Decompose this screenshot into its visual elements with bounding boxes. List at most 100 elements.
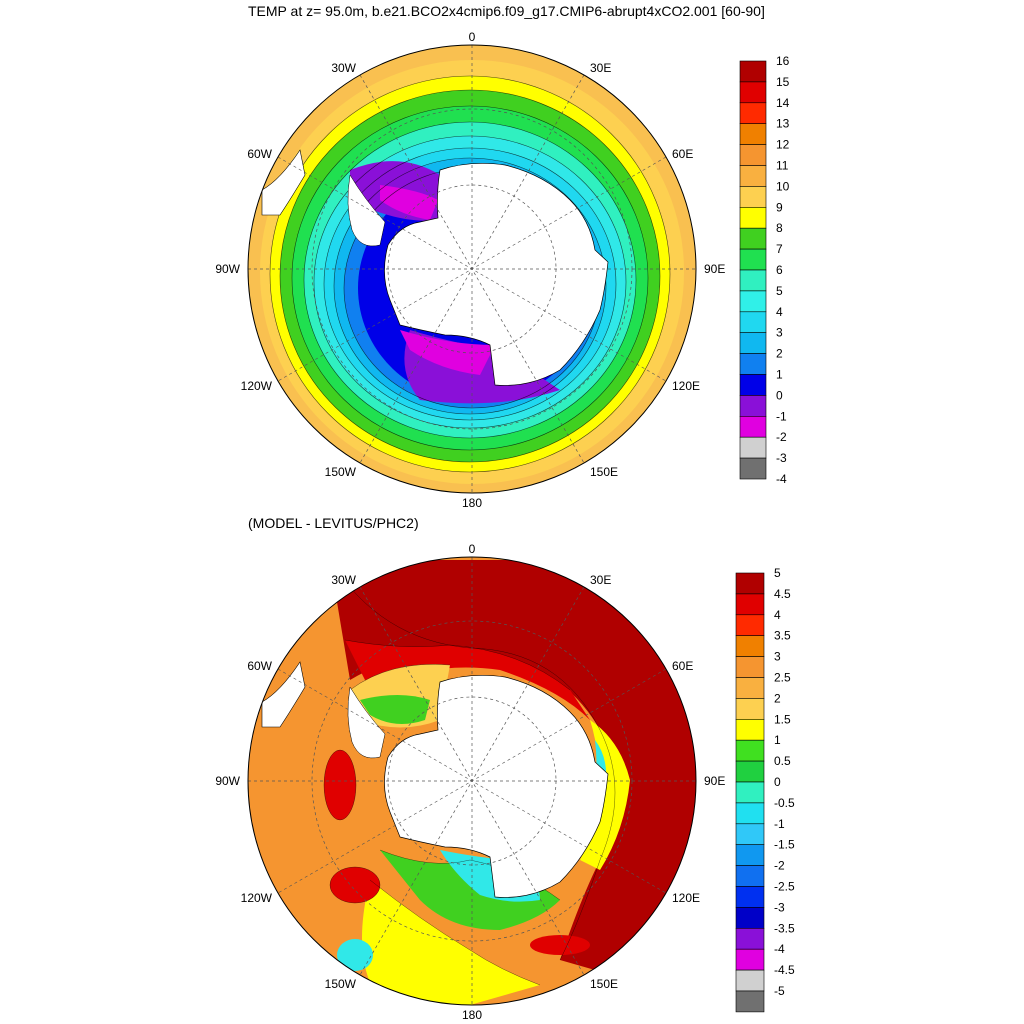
bottom-colorbar-swatch (735, 865, 765, 887)
bottom-colorbar-swatch (735, 969, 765, 992)
top-colorbar-swatch (739, 311, 767, 333)
bottom-lon-label: 0 (469, 542, 476, 556)
top-colorbar-swatch (739, 415, 767, 438)
top-colorbar-tick-label: 7 (776, 242, 783, 256)
bottom-colorbar-swatch (735, 614, 765, 636)
top-map-border (247, 44, 697, 494)
bottom-colorbar-tick-label: 0.5 (774, 754, 791, 768)
bottom-colorbar-tick-label: 3 (774, 650, 781, 664)
bottom-colorbar-tick-label: -1.5 (774, 838, 795, 852)
bottom-graticule (248, 557, 696, 1005)
bottom-colorbar-tick-label: 1.5 (774, 712, 791, 726)
top-lon-label: 30E (590, 61, 611, 75)
top-colorbar-tick-label: -3 (776, 451, 787, 465)
bottom-lon-label: 150W (325, 977, 357, 991)
bottom-lon-label: 90E (704, 774, 725, 788)
top-colorbar-tick-label: 1 (776, 368, 783, 382)
top-colorbar-swatch (739, 353, 767, 375)
top-colorbar-tick-label: 3 (776, 326, 783, 340)
bottom-lon-label: 150E (590, 977, 618, 991)
bottom-colorbar-swatch (735, 718, 765, 741)
top-colorbar-tick-label: 14 (776, 96, 790, 110)
top-colorbar-swatch (739, 207, 767, 229)
bottom-lon-label: 30W (331, 573, 356, 587)
bottom-colorbar-swatch (735, 927, 765, 950)
top-colorbar-tick-label: 0 (776, 388, 783, 402)
bottom-colorbar-tick-label: -1 (774, 817, 785, 831)
bottom-colorbar-tick-label: -3 (774, 900, 785, 914)
top-lon-label: 90E (704, 262, 725, 276)
top-lon-label: 120E (672, 379, 700, 393)
top-colorbar-swatch (739, 102, 767, 125)
bottom-lon-label: 30E (590, 573, 611, 587)
top-colorbar-tick-label: 13 (776, 117, 790, 131)
bottom-colorbar-swatch (735, 823, 765, 845)
top-colorbar-tick-label: 8 (776, 221, 783, 235)
bottom-lon-label: 180 (462, 1008, 482, 1022)
top-colorbar-swatch (739, 395, 767, 417)
bottom-colorbar-tick-label: 4 (774, 608, 781, 622)
top-colorbar-swatch (739, 123, 767, 145)
bottom-colorbar-tick-label: 1 (774, 733, 781, 747)
top-colorbar-tick-label: -4 (776, 472, 787, 486)
bottom-colorbar-swatch (735, 907, 765, 929)
bottom-colorbar-tick-label: 0 (774, 775, 781, 789)
top-colorbar-swatch (739, 436, 767, 459)
top-colorbar-swatch (739, 144, 767, 166)
bottom-colorbar-swatch (735, 739, 765, 762)
top-colorbar-tick-label: 6 (776, 263, 783, 277)
bottom-lon-label: 120W (241, 891, 273, 905)
bottom-colorbar-swatch (735, 760, 765, 783)
top-colorbar-swatch (739, 374, 767, 396)
top-colorbar-swatch (739, 60, 767, 83)
top-lon-label: 0 (469, 30, 476, 44)
bottom-colorbar-tick-label: -5 (774, 984, 785, 998)
bottom-colorbar-tick-label: -2 (774, 859, 785, 873)
top-lon-labels: 0 30E 60E 90E 120E 150E 180 150W 120W 90… (215, 30, 725, 510)
top-polar-map: 0 30E 60E 90E 120E 150E 180 150W 120W 90… (215, 30, 725, 510)
bottom-colorbar-tick-label: 4.5 (774, 587, 791, 601)
bottom-colorbar-swatch (735, 948, 765, 971)
bottom-lon-label: 60W (247, 659, 272, 673)
top-colorbar-tick-label: 12 (776, 138, 790, 152)
bottom-colorbar: 5 4.5 4 3.5 3 2.5 2 1.5 1 0.5 0 -0.5 -1 -1.5 -2 -2.5 -3 -… (735, 566, 795, 1013)
top-lon-label: 120W (241, 379, 273, 393)
top-colorbar-swatch (739, 81, 767, 104)
bottom-colorbar-swatch (735, 698, 765, 720)
bottom-lon-label: 60E (672, 659, 693, 673)
bottom-lon-label: 90W (215, 774, 240, 788)
bottom-colorbar-tick-label: 2 (774, 691, 781, 705)
bottom-lon-labels: 0 30E 60E 90E 120E 150E 180 150W 120W 90… (215, 542, 725, 1022)
top-lon-label: 30W (331, 61, 356, 75)
top-colorbar-tick-label: 2 (776, 347, 783, 361)
bottom-map-border (247, 556, 697, 1006)
bottom-colorbar-tick-label: -3.5 (774, 921, 795, 935)
top-colorbar-swatch (739, 186, 767, 208)
bottom-polar-map: 0 30E 60E 90E 120E 150E 180 150W 120W 90… (215, 542, 725, 1022)
top-lon-label: 60W (247, 147, 272, 161)
bottom-colorbar-swatch (735, 677, 765, 699)
bottom-colorbar-tick-label: 5 (774, 566, 781, 580)
top-colorbar-swatch (739, 227, 767, 250)
bottom-colorbar-swatch (735, 572, 765, 595)
top-colorbar-tick-label: 5 (776, 284, 783, 298)
top-colorbar-swatch (739, 332, 767, 354)
bottom-colorbar-swatch (735, 844, 765, 866)
top-lon-label: 180 (462, 496, 482, 510)
top-colorbar-tick-label: 10 (776, 179, 790, 193)
bottom-colorbar-tick-label: 2.5 (774, 671, 791, 685)
top-colorbar-tick-label: 4 (776, 305, 783, 319)
top-colorbar-swatch (739, 269, 767, 292)
top-lon-label: 90W (215, 262, 240, 276)
top-colorbar-tick-label: 15 (776, 75, 790, 89)
top-colorbar-swatch (739, 248, 767, 271)
bottom-colorbar-tick-label: -2.5 (774, 880, 795, 894)
top-colorbar-tick-label: 9 (776, 200, 783, 214)
top-lon-label: 150E (590, 465, 618, 479)
bottom-colorbar-tick-label: -4.5 (774, 963, 795, 977)
bottom-colorbar-tick-label: -0.5 (774, 796, 795, 810)
top-colorbar-tick-label: -2 (776, 430, 787, 444)
top-lon-label: 150W (325, 465, 357, 479)
